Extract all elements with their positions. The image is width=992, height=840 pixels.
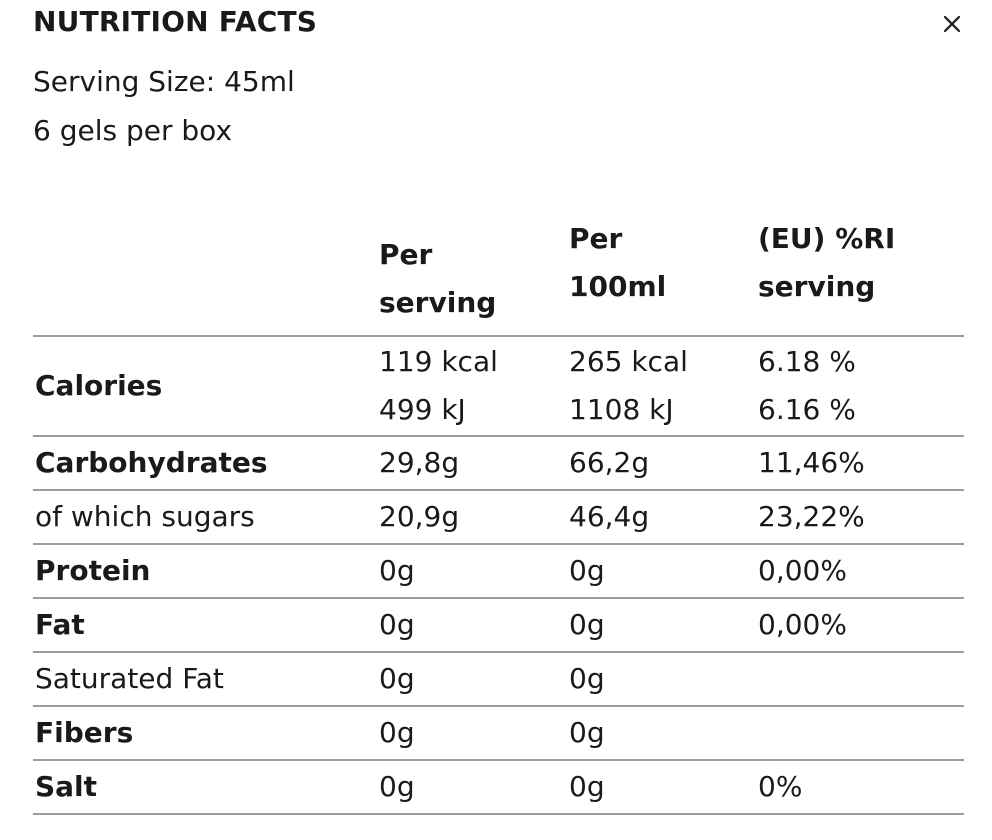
cell-ri: 6.18 % 6.16 % (758, 336, 964, 436)
table-row: of which sugars 20,9g 46,4g 23,22% (33, 490, 964, 544)
row-label: of which sugars (35, 500, 255, 533)
cell-per-serving: 0g (379, 554, 415, 587)
cell-per-100ml: 0g (569, 554, 605, 587)
cell-ri: 0% (758, 770, 803, 803)
cell-per-100ml: 0g (569, 608, 605, 641)
header-nutrient (33, 210, 379, 336)
cell-ri-kcal: 6.18 % (758, 345, 856, 378)
close-button[interactable] (934, 6, 970, 42)
nutrition-table: Per serving Per 100ml (EU) %RI serving C… (33, 210, 964, 815)
table-row: Salt 0g 0g 0% (33, 760, 964, 814)
cell-ri: 11,46% (758, 446, 865, 479)
cell-per-serving: 0g (379, 662, 415, 695)
page-title: NUTRITION FACTS (33, 5, 318, 38)
cell-per-100ml: 46,4g (569, 500, 650, 533)
row-label: Saturated Fat (35, 662, 224, 695)
cell-per-serving: 0g (379, 716, 415, 749)
cell-per-serving: 0g (379, 770, 415, 803)
cell-per-100ml: 0g (569, 662, 605, 695)
cell-per-100ml: 66,2g (569, 446, 650, 479)
table-row: Protein 0g 0g 0,00% (33, 544, 964, 598)
table-row-calories: Calories 119 kcal 499 kJ 265 kcal 1108 k… (33, 336, 964, 436)
row-label: Fibers (35, 716, 134, 749)
cell-kj: 1108 kJ (569, 393, 674, 426)
package-count: 6 gels per box (33, 114, 233, 147)
cell-ri: 23,22% (758, 500, 865, 533)
table-row: Fat 0g 0g 0,00% (33, 598, 964, 652)
header-ri: (EU) %RI serving (758, 210, 964, 336)
row-label: Salt (35, 770, 98, 803)
header-ri-line1: (EU) %RI (758, 221, 896, 255)
cell-kj: 499 kJ (379, 393, 466, 426)
cell-ri (758, 652, 964, 706)
cell-per-serving: 119 kcal 499 kJ (379, 336, 569, 436)
cell-per-serving: 20,9g (379, 500, 460, 533)
cell-per-100ml: 0g (569, 770, 605, 803)
row-label: Fat (35, 608, 85, 641)
cell-per-100ml: 265 kcal 1108 kJ (569, 336, 758, 436)
cell-ri-kj: 6.16 % (758, 393, 856, 426)
cell-kcal: 265 kcal (569, 345, 688, 378)
cell-kcal: 119 kcal (379, 345, 498, 378)
header-per-100ml: Per 100ml (569, 210, 758, 336)
cell-ri (758, 706, 964, 760)
table-row: Carbohydrates 29,8g 66,2g 11,46% (33, 436, 964, 490)
row-label: Protein (35, 554, 151, 587)
row-label: Carbohydrates (35, 446, 268, 479)
table-row: Fibers 0g 0g (33, 706, 964, 760)
serving-size: Serving Size: 45ml (33, 65, 295, 98)
row-label: Calories (35, 369, 163, 402)
header-ri-line2: serving (758, 269, 876, 303)
header-per-serving: Per serving (379, 210, 569, 336)
cell-ri: 0,00% (758, 608, 847, 641)
header-per-serving-line2: serving (379, 286, 497, 319)
table-row: Saturated Fat 0g 0g (33, 652, 964, 706)
cell-per-serving: 0g (379, 608, 415, 641)
close-icon (943, 15, 961, 33)
header-per-serving-line1: Per (379, 238, 433, 271)
header-per-100ml-line2: 100ml (569, 269, 667, 303)
header-per-100ml-line1: Per (569, 221, 623, 255)
cell-ri: 0,00% (758, 554, 847, 587)
cell-per-serving: 29,8g (379, 446, 460, 479)
table-header-row: Per serving Per 100ml (EU) %RI serving (33, 210, 964, 336)
cell-per-100ml: 0g (569, 716, 605, 749)
